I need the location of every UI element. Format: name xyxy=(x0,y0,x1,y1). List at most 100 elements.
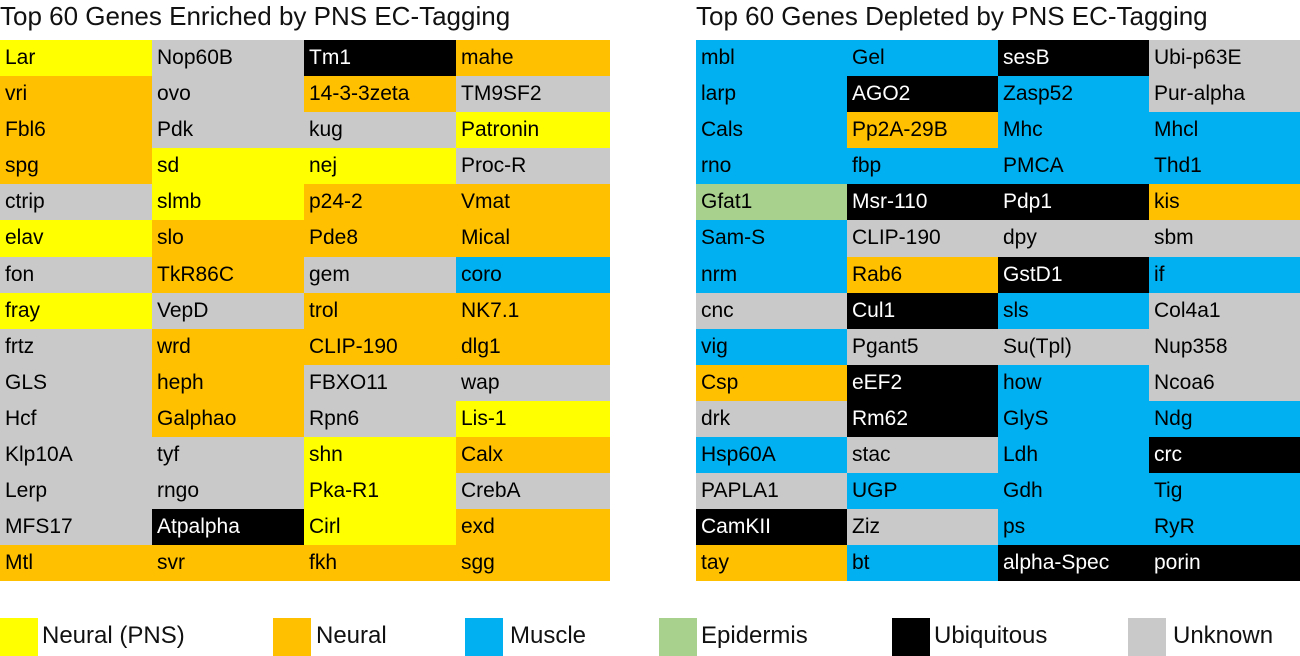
gene-cell: Pka-R1 xyxy=(304,473,456,510)
depleted-genes-table: mbl Gel sesB Ubi-p63E larp AGO2 Zasp52 Pur-alph… xyxy=(696,40,1300,582)
gene-cell: ps xyxy=(998,509,1149,546)
gene-cell: CamKII xyxy=(696,509,847,546)
left-table-title: Top 60 Genes Enriched by PNS EC-Tagging xyxy=(0,1,511,31)
gene-cell: Ubi-p63E xyxy=(1149,40,1300,77)
gene-cell: eEF2 xyxy=(847,364,998,401)
enriched-genes-table: Lar Nop60B Tm1 mahe vri ovo 14-3-3zeta TM9SF2 Fb… xyxy=(0,40,610,582)
gene-cell: rno xyxy=(696,148,847,185)
gene-cell: Ncoa6 xyxy=(1149,364,1300,401)
gene-cell: larp xyxy=(696,76,847,113)
gene-cell: trol xyxy=(304,292,456,329)
gene-cell: Gel xyxy=(847,40,998,77)
gene-cell: spg xyxy=(0,148,152,185)
gene-cell: TkR86C xyxy=(152,256,304,293)
gene-cell: sbm xyxy=(1149,220,1300,257)
gene-cell: Thd1 xyxy=(1149,148,1300,185)
gene-cell: Tig xyxy=(1149,473,1300,510)
gene-cell: if xyxy=(1149,256,1300,293)
gene-cell: how xyxy=(998,364,1149,401)
gene-cell: Atpalpha xyxy=(152,509,304,546)
gene-cell: dlg1 xyxy=(456,328,610,365)
gene-cell: alpha-Spec xyxy=(998,545,1149,582)
gene-cell: fon xyxy=(0,256,152,293)
gene-cell: Mhcl xyxy=(1149,112,1300,149)
gene-cell: Proc-R xyxy=(456,148,610,185)
gene-cell: Lis-1 xyxy=(456,400,610,438)
gene-cell: Pde8 xyxy=(304,220,456,257)
gene-cell: sls xyxy=(998,292,1149,329)
gene-cell: mahe xyxy=(456,40,610,77)
gene-cell: tay xyxy=(696,545,847,582)
gene-cell: nej xyxy=(304,148,456,185)
gene-cell: mbl xyxy=(696,40,847,77)
gene-cell: coro xyxy=(456,256,610,293)
gene-cell: RyR xyxy=(1149,509,1300,546)
gene-cell: fbp xyxy=(847,148,998,185)
gene-cell: vig xyxy=(696,328,847,365)
gene-cell: Ziz xyxy=(847,509,998,546)
gene-cell: fray xyxy=(0,292,152,329)
gene-cell: Patronin xyxy=(456,112,610,149)
gene-cell: Cirl xyxy=(304,509,456,546)
legend-swatch xyxy=(465,618,503,656)
gene-cell: Mical xyxy=(456,220,610,257)
gene-cell: Rm62 xyxy=(847,400,998,438)
gene-cell: Cals xyxy=(696,112,847,149)
gene-cell: Zasp52 xyxy=(998,76,1149,113)
gene-cell: Ndg xyxy=(1149,400,1300,438)
legend-label: Neural xyxy=(316,622,387,649)
gene-cell: Rab6 xyxy=(847,256,998,293)
gene-cell: slo xyxy=(152,220,304,257)
gene-cell: Fbl6 xyxy=(0,112,152,149)
gene-cell: kis xyxy=(1149,184,1300,221)
gene-cell: Vmat xyxy=(456,184,610,221)
gene-cell: bt xyxy=(847,545,998,582)
gene-cell: MFS17 xyxy=(0,509,152,546)
gene-cell: svr xyxy=(152,545,304,582)
gene-cell: kug xyxy=(304,112,456,149)
gene-cell: Pgant5 xyxy=(847,328,998,365)
gene-cell: elav xyxy=(0,220,152,257)
legend-label: Ubiquitous xyxy=(934,622,1048,649)
gene-cell: nrm xyxy=(696,256,847,293)
gene-cell: NK7.1 xyxy=(456,292,610,329)
gene-cell: Col4a1 xyxy=(1149,292,1300,329)
gene-cell: sd xyxy=(152,148,304,185)
gene-cell: CLIP-190 xyxy=(304,328,456,365)
legend-label: Neural (PNS) xyxy=(42,622,185,649)
gene-cell: Pp2A-29B xyxy=(847,112,998,149)
gene-cell: Csp xyxy=(696,364,847,401)
gene-cell: CrebA xyxy=(456,473,610,510)
gene-cell: dpy xyxy=(998,220,1149,257)
gene-cell: Lerp xyxy=(0,473,152,510)
gene-cell: FBXO11 xyxy=(304,364,456,401)
gene-cell: Su(Tpl) xyxy=(998,328,1149,365)
gene-cell: Hsp60A xyxy=(696,437,847,474)
legend-swatch xyxy=(1128,618,1166,656)
gene-cell: slmb xyxy=(152,184,304,221)
legend-swatch xyxy=(659,618,697,656)
gene-cell: CLIP-190 xyxy=(847,220,998,257)
legend-swatch xyxy=(892,618,930,656)
gene-cell: Msr-110 xyxy=(847,184,998,221)
gene-cell: Klp10A xyxy=(0,437,152,474)
gene-cell: heph xyxy=(152,364,304,401)
legend-swatch xyxy=(0,618,38,656)
gene-cell: AGO2 xyxy=(847,76,998,113)
right-table-title: Top 60 Genes Depleted by PNS EC-Tagging xyxy=(696,1,1208,31)
gene-cell: Rpn6 xyxy=(304,400,456,438)
gene-cell: Ldh xyxy=(998,437,1149,474)
gene-cell: wrd xyxy=(152,328,304,365)
gene-cell: Tm1 xyxy=(304,40,456,77)
gene-cell: TM9SF2 xyxy=(456,76,610,113)
gene-cell: UGP xyxy=(847,473,998,510)
gene-cell: Mtl xyxy=(0,545,152,582)
gene-cell: vri xyxy=(0,76,152,113)
gene-cell: GstD1 xyxy=(998,256,1149,293)
gene-cell: Galphao xyxy=(152,400,304,438)
gene-cell: PMCA xyxy=(998,148,1149,185)
gene-cell: GLS xyxy=(0,364,152,401)
gene-cell: ovo xyxy=(152,76,304,113)
gene-cell: fkh xyxy=(304,545,456,582)
gene-cell: Pur-alpha xyxy=(1149,76,1300,113)
